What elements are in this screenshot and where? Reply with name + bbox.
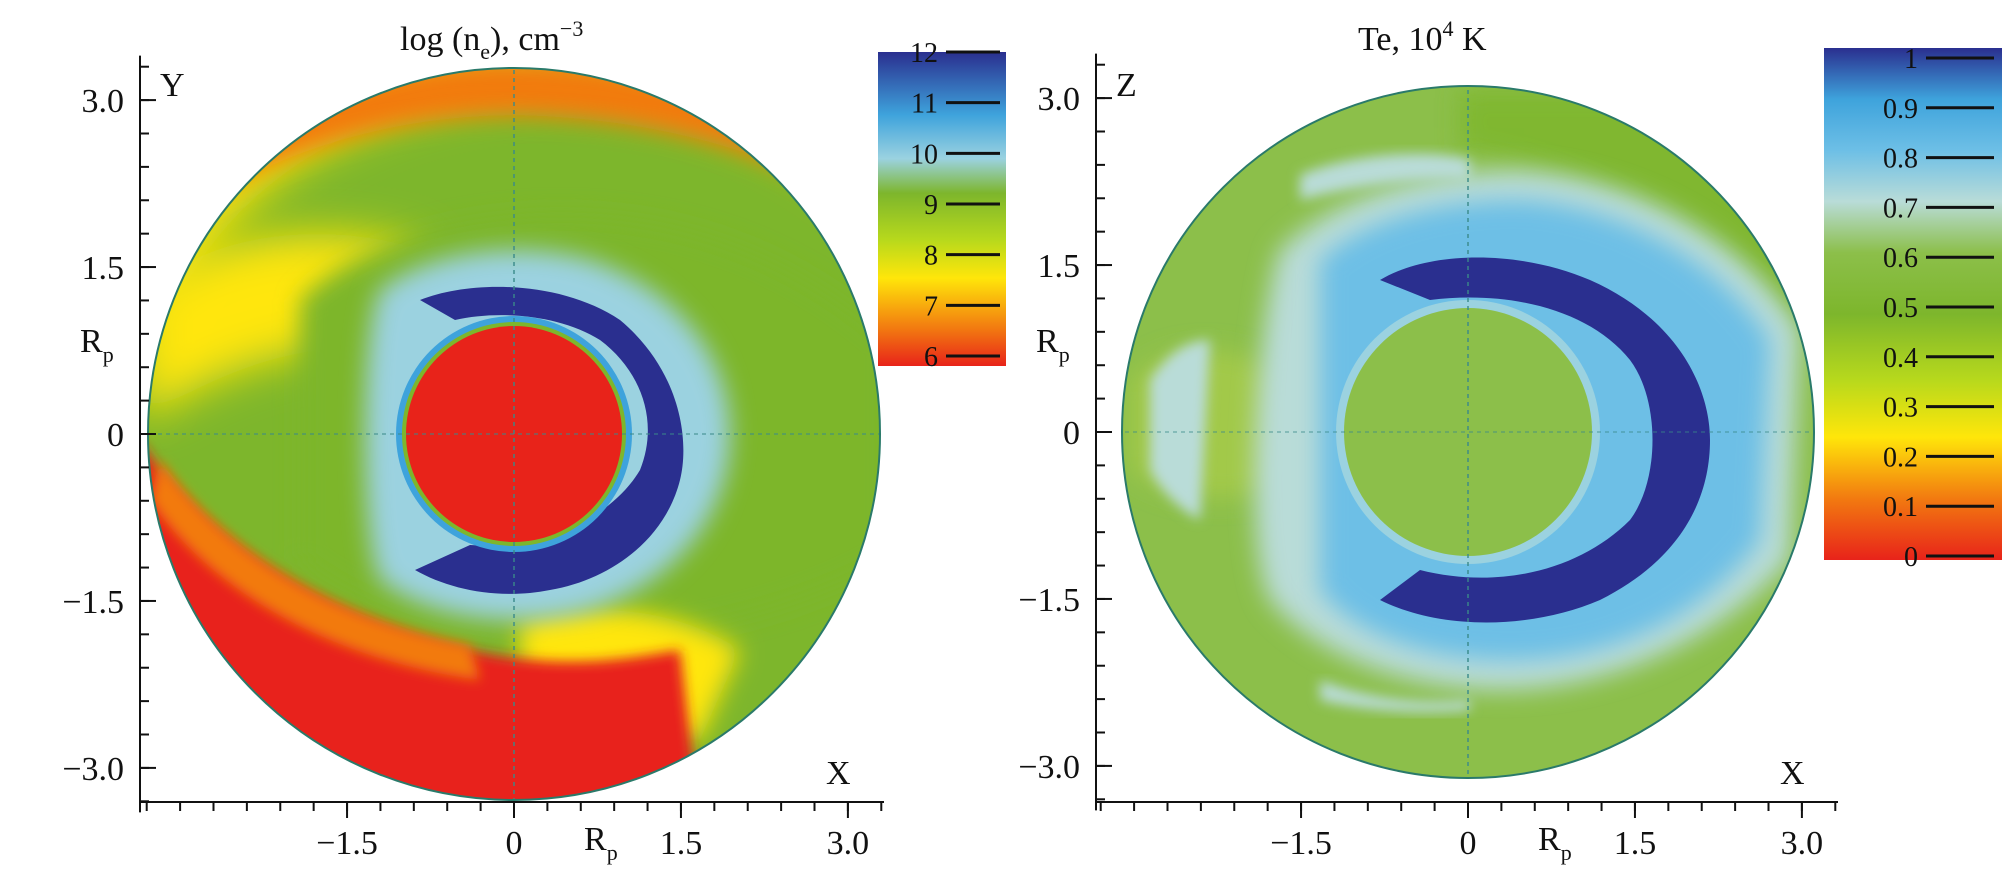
temperature-x-axis: −1.5 0 1.5 3.0 — [1096, 801, 1838, 862]
density-heatmap — [148, 68, 880, 800]
colorbar-tick-label: 9 — [924, 190, 938, 221]
y-tick-label: 0 — [1063, 415, 1080, 452]
temperature-x-axis-name: X — [1780, 755, 1805, 792]
colorbar-tick-label: 0.7 — [1883, 193, 1918, 224]
density-x-unit: Rp — [584, 821, 618, 865]
temperature-domain-outline — [1121, 85, 1815, 779]
x-tick-label: −1.5 — [1270, 825, 1332, 862]
colorbar-tick-label: 11 — [911, 89, 938, 120]
colorbar-tick-label: 0.6 — [1883, 243, 1918, 274]
colorbar-tick-label: 0.4 — [1883, 343, 1918, 374]
temperature-x-unit: Rp — [1538, 821, 1572, 865]
temperature-y-axis-name: Z — [1116, 67, 1137, 104]
density-x-axis: −1.5 0 1.5 3.0 — [140, 801, 884, 862]
density-x-axis-name: X — [826, 755, 851, 792]
temperature-heatmap — [1122, 86, 1814, 778]
x-tick-label: 1.5 — [1614, 825, 1657, 862]
temperature-y-axis: 3.0 1.5 0 −1.5 −3.0 — [1018, 53, 1112, 811]
density-y-axis-name: Y — [160, 67, 185, 104]
temperature-colorbar — [1824, 48, 2002, 560]
colorbar-tick-label: 7 — [924, 291, 938, 322]
density-y-unit: Rp — [80, 323, 114, 367]
x-tick-label: 0 — [1460, 825, 1477, 862]
colorbar-tick-label: 8 — [924, 241, 938, 272]
colorbar-tick-label: 1 — [1904, 44, 1918, 75]
y-tick-label: 0 — [107, 417, 124, 454]
colorbar-tick-label: 0.8 — [1883, 144, 1918, 175]
colorbar-tick-label: 0.5 — [1883, 293, 1918, 324]
colorbar-tick-label: 10 — [910, 139, 938, 170]
colorbar-tick-label: 0.3 — [1883, 393, 1918, 424]
density-chart-title: log (ne), cm−3 — [400, 16, 583, 64]
y-tick-label: 1.5 — [82, 250, 125, 287]
y-tick-label: 1.5 — [1038, 248, 1081, 285]
colorbar-tick-label: 12 — [910, 38, 938, 69]
colorbar-tick-label: 0.9 — [1883, 94, 1918, 125]
colorbar-tick-label: 0.2 — [1883, 442, 1918, 473]
density-colorbar-ticks: 12 11 10 9 8 7 6 — [910, 38, 1000, 373]
x-tick-label: −1.5 — [316, 825, 378, 862]
temperature-panel: 3.0 1.5 0 −1.5 −3.0 −1.5 0 1.5 3.0 Z X Rp Rp Te… — [1018, 16, 2002, 865]
density-colorbar — [878, 52, 1006, 366]
density-y-axis: 3.0 1.5 0 −1.5 −3.0 — [62, 55, 156, 813]
temperature-chart-title: Te, 104 K — [1358, 16, 1487, 58]
y-tick-label: 3.0 — [1038, 81, 1081, 118]
y-tick-label: −3.0 — [1018, 749, 1080, 786]
y-tick-label: −1.5 — [62, 584, 124, 621]
y-tick-label: 3.0 — [82, 83, 125, 120]
x-tick-label: 1.5 — [660, 825, 703, 862]
temperature-y-unit: Rp — [1036, 323, 1070, 367]
y-tick-label: −3.0 — [62, 751, 124, 788]
temperature-colorbar-ticks: 1 0.9 0.8 0.7 0.6 0.5 0.4 0.3 0.2 0.1 0 — [1883, 44, 1994, 573]
x-tick-label: 3.0 — [1781, 825, 1824, 862]
y-tick-label: −1.5 — [1018, 582, 1080, 619]
colorbar-tick-label: 6 — [924, 342, 938, 373]
colorbar-tick-label: 0.1 — [1883, 492, 1918, 523]
x-tick-label: 0 — [506, 825, 523, 862]
density-panel: 3.0 1.5 0 −1.5 −3.0 −1.5 0 1.5 3.0 Y X Rp Rp lo… — [62, 16, 1006, 865]
x-tick-label: 3.0 — [827, 825, 870, 862]
colorbar-tick-label: 0 — [1904, 542, 1918, 573]
